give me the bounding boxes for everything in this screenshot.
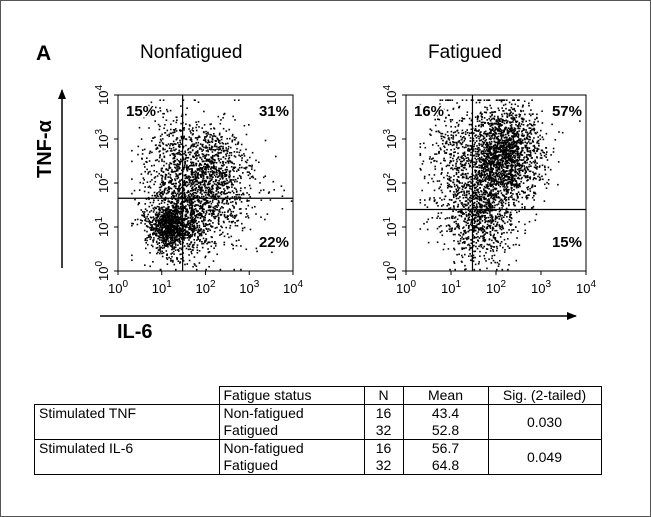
table-row: Stimulated IL-6 Non-fatigued 16 56.7 0.0… [34, 439, 602, 475]
y-tick-label: 100 [382, 261, 399, 281]
quadrant-percentage: 15% [126, 103, 156, 120]
stats-table: Fatigue status N Mean Sig. (2-tailed) St… [34, 386, 602, 475]
group-label-tnf: Stimulated TNF [34, 404, 219, 440]
quadrant-percentage: 31% [259, 103, 289, 120]
sig-cell-tnf: 0.030 [487, 404, 602, 440]
y-tick-label: 103 [94, 129, 111, 149]
y-tick-label: 101 [94, 217, 111, 237]
quadrant-percentage: 16% [414, 103, 444, 120]
event-dots [419, 99, 581, 271]
table-header-empty [35, 387, 220, 405]
n-cell: 16 [363, 439, 403, 457]
plot-title-nonfatigued: Nonfatigued [140, 42, 243, 63]
table-row: Fatigued 32 52.8 [35, 422, 602, 440]
quadrant-percentage: 22% [259, 234, 289, 251]
x-tick-label: 100 [108, 279, 128, 296]
table-row: Fatigued 32 64.8 [35, 457, 602, 475]
x-tick-label: 104 [576, 279, 596, 296]
y-tick-label: 100 [94, 261, 111, 281]
table-header-row: Fatigue status N Mean Sig. (2-tailed) [35, 386, 602, 405]
y-tick-label: 101 [382, 217, 399, 237]
y-tick-label: 102 [382, 173, 399, 193]
status-cell: Fatigued [218, 457, 364, 475]
x-tick-label: 100 [396, 279, 416, 296]
x-tick-label: 102 [486, 279, 506, 296]
quadrant-percentage: 57% [552, 103, 582, 120]
x-tick-label: 103 [531, 279, 551, 296]
y-tick-label: 103 [382, 129, 399, 149]
n-cell: 16 [363, 404, 403, 422]
table-header-mean: Mean [402, 386, 488, 405]
table-row: Stimulated TNF Non-fatigued 16 43.4 0.03… [34, 404, 602, 440]
x-tick-label: 101 [441, 279, 461, 296]
status-cell: Non-fatigued [218, 439, 364, 457]
plot-title-fatigued: Fatigued [428, 42, 502, 63]
table-header-n: N [363, 386, 403, 405]
n-cell: 32 [363, 422, 403, 440]
sig-cell-il6: 0.049 [487, 439, 602, 475]
x-tick-label: 102 [195, 279, 215, 296]
mean-cell: 43.4 [402, 404, 488, 422]
status-cell: Fatigued [218, 422, 364, 440]
mean-cell: 56.7 [402, 439, 488, 457]
n-cell: 32 [363, 457, 403, 475]
y-tick-label: 104 [382, 85, 399, 105]
mean-cell: 52.8 [402, 422, 488, 440]
x-axis-name: IL-6 [117, 321, 153, 343]
y-tick-label: 104 [94, 85, 111, 105]
status-cell: Non-fatigued [218, 404, 364, 422]
event-dots [131, 99, 293, 271]
x-tick-label: 104 [283, 279, 303, 296]
mean-cell: 64.8 [402, 457, 488, 475]
x-tick-label: 103 [239, 279, 259, 296]
table-header-status: Fatigue status [218, 386, 364, 405]
group-label-il6: Stimulated IL-6 [34, 439, 219, 475]
quadrant-percentage: 15% [552, 234, 582, 251]
y-tick-label: 102 [94, 173, 111, 193]
table-header-sig: Sig. (2-tailed) [487, 386, 602, 405]
x-tick-label: 101 [152, 279, 172, 296]
panel-a-label: A [36, 42, 52, 65]
